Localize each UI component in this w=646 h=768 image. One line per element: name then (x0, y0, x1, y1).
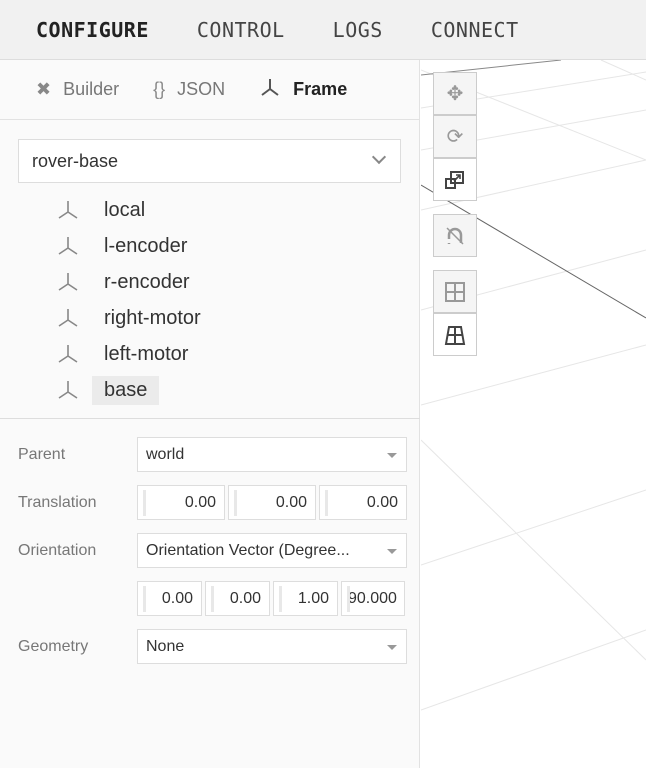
frame-icon (58, 273, 78, 291)
caret-down-icon (387, 549, 397, 554)
frame-icon (58, 309, 78, 327)
rotate-icon: ⟳ (446, 126, 464, 148)
frame-label: base (92, 375, 160, 405)
snap-toggle-button[interactable] (433, 214, 477, 257)
move-tool-button[interactable]: ✥ (433, 72, 477, 115)
parent-row: Parent world (18, 437, 407, 472)
subtab-frame[interactable]: Frame (259, 77, 347, 102)
snap-off-icon (446, 226, 464, 245)
frame-label: l-encoder (104, 234, 188, 257)
braces-icon: {} (153, 79, 166, 99)
move-icon: ✥ (446, 83, 464, 105)
chevron-down-icon (371, 149, 387, 165)
frame-axes-icon (259, 77, 281, 102)
frame-tree-item[interactable]: local (56, 192, 213, 228)
tab-connect[interactable]: CONNECT (430, 17, 519, 42)
grid-top-icon (445, 281, 465, 302)
top-view-button[interactable] (433, 270, 477, 313)
rotate-tool-button[interactable]: ⟳ (433, 115, 477, 158)
frame-label: right-motor (104, 306, 201, 329)
divider (0, 418, 420, 419)
orientation-z-input[interactable]: 1.00 (273, 581, 338, 616)
component-select[interactable]: rover-base (18, 139, 401, 183)
frame-tree-item[interactable]: l-encoder (56, 228, 213, 264)
frame-tree-item[interactable]: left-motor (56, 336, 213, 372)
frame-icon (58, 345, 78, 363)
tab-logs[interactable]: LOGS (332, 17, 383, 42)
orientation-y-input[interactable]: 0.00 (205, 581, 270, 616)
top-nav: CONFIGURE CONTROL LOGS CONNECT (0, 0, 646, 60)
frame-label: local (104, 198, 146, 221)
scale-tool-button[interactable] (433, 158, 477, 201)
tools-icon: ✖ (36, 79, 52, 99)
geometry-select[interactable]: None (137, 629, 407, 664)
perspective-view-button[interactable] (433, 313, 477, 356)
orientation-x-input[interactable]: 0.00 (137, 581, 202, 616)
frame-tree-item[interactable]: r-encoder (56, 264, 213, 300)
tab-configure[interactable]: CONFIGURE (36, 17, 149, 42)
frame-tree-item[interactable]: base (56, 372, 213, 408)
orientation-values-row: 0.00 0.00 1.00 90.000 (137, 581, 405, 616)
frame-tree-item[interactable]: right-motor (56, 300, 213, 336)
orientation-type-select[interactable]: Orientation Vector (Degree... (137, 533, 407, 568)
caret-down-icon (387, 453, 397, 458)
subtab-builder[interactable]: ✖ Builder (36, 79, 120, 99)
translation-row: Translation 0.00 0.00 0.00 (18, 485, 407, 520)
3d-viewport[interactable]: ✥ ⟳ (421, 60, 646, 768)
scale-icon (445, 170, 464, 189)
frame-tree: local l-encoder r-encoder right-motor left-m… (56, 192, 213, 408)
translation-y-input[interactable]: 0.00 (228, 485, 316, 520)
config-panel: ✖ Builder {} JSON Frame rover-base local l-… (0, 60, 420, 768)
frame-icon (58, 381, 78, 399)
frame-icon (58, 201, 78, 219)
orientation-row: Orientation Orientation Vector (Degree..… (18, 533, 407, 568)
frame-label: r-encoder (104, 270, 190, 293)
caret-down-icon (387, 645, 397, 650)
orientation-theta-input[interactable]: 90.000 (341, 581, 405, 616)
translation-z-input[interactable]: 0.00 (319, 485, 407, 520)
grid-perspective-icon (444, 325, 466, 345)
frame-icon (58, 237, 78, 255)
translation-x-input[interactable]: 0.00 (137, 485, 225, 520)
parent-select[interactable]: world (137, 437, 407, 472)
subtab-json[interactable]: {} JSON (153, 79, 226, 99)
geometry-row: Geometry None (18, 629, 407, 664)
frame-label: left-motor (104, 342, 189, 365)
tab-control[interactable]: CONTROL (196, 17, 285, 42)
